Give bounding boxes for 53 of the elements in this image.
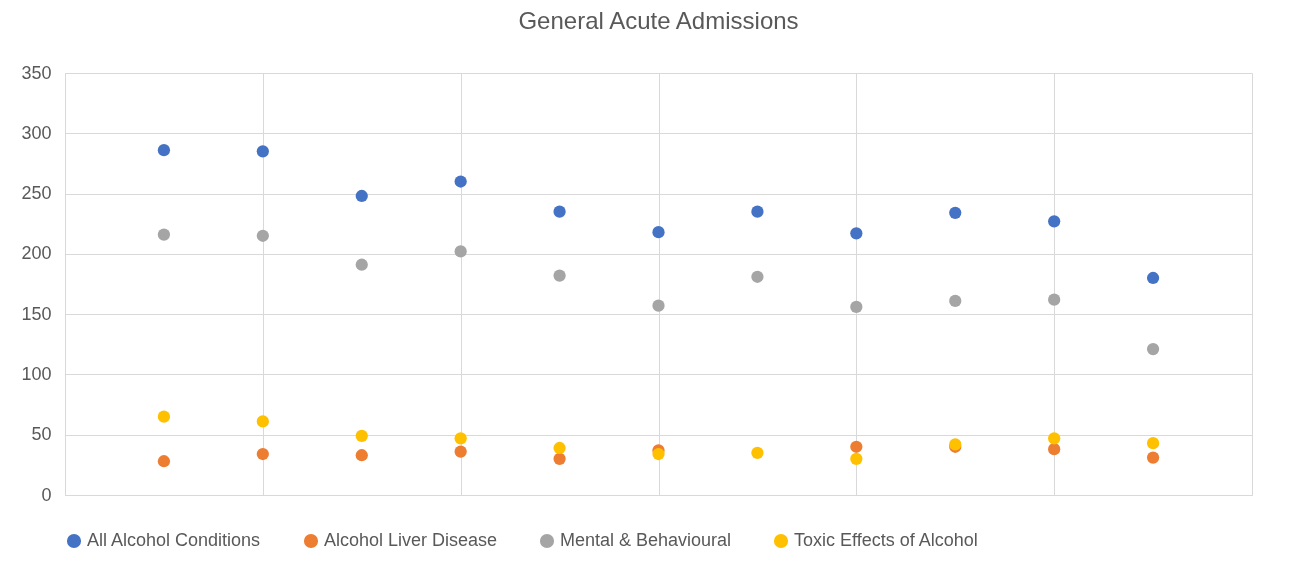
point: [1146, 437, 1160, 450]
y-tick-label: 0: [41, 484, 52, 505]
point: [355, 258, 368, 271]
point: [355, 189, 368, 203]
legend-label: Toxic Effects of Alcohol: [794, 530, 978, 550]
point: [949, 294, 962, 307]
point: [553, 205, 566, 218]
point: [1146, 451, 1160, 464]
point: [751, 205, 764, 218]
point: [949, 206, 962, 219]
legend-label: All Alcohol Conditions: [87, 530, 261, 550]
point: [850, 300, 863, 314]
point: [1048, 215, 1061, 228]
point: [256, 447, 269, 461]
point: [157, 410, 171, 423]
legend-label: Alcohol Liver Disease: [324, 530, 498, 550]
point: [256, 145, 269, 158]
point: [1048, 293, 1061, 306]
point: [157, 144, 171, 157]
point: [355, 449, 368, 462]
point: [850, 452, 863, 465]
legend-label: Mental & Behavioural: [560, 530, 732, 550]
point: [652, 447, 665, 461]
point: [652, 299, 665, 312]
point: [751, 270, 764, 283]
point: [454, 445, 467, 458]
point: [454, 175, 467, 188]
point: [553, 452, 566, 465]
y-tick-label: 100: [21, 363, 52, 384]
point: [1048, 432, 1061, 445]
y-tick-label: 150: [21, 303, 52, 324]
point: [256, 415, 269, 428]
point: [355, 429, 368, 443]
point: [850, 227, 863, 240]
point: [850, 440, 863, 453]
y-tick-label: 250: [21, 183, 52, 204]
y-tick-label: 200: [21, 243, 52, 264]
y-tick-label: 350: [21, 62, 52, 83]
y-tick-label: 300: [21, 122, 52, 143]
point: [1146, 271, 1160, 285]
point: [1048, 443, 1061, 456]
point: [652, 226, 665, 239]
point: [454, 245, 467, 258]
point: [1146, 343, 1160, 356]
chart-title: General Acute Admissions: [518, 7, 799, 34]
y-tick-label: 50: [31, 424, 52, 445]
point: [157, 455, 171, 468]
point: [553, 269, 566, 282]
point: [553, 441, 566, 455]
point: [157, 228, 171, 241]
point: [256, 229, 269, 242]
point: [751, 446, 764, 459]
point: [454, 432, 467, 445]
